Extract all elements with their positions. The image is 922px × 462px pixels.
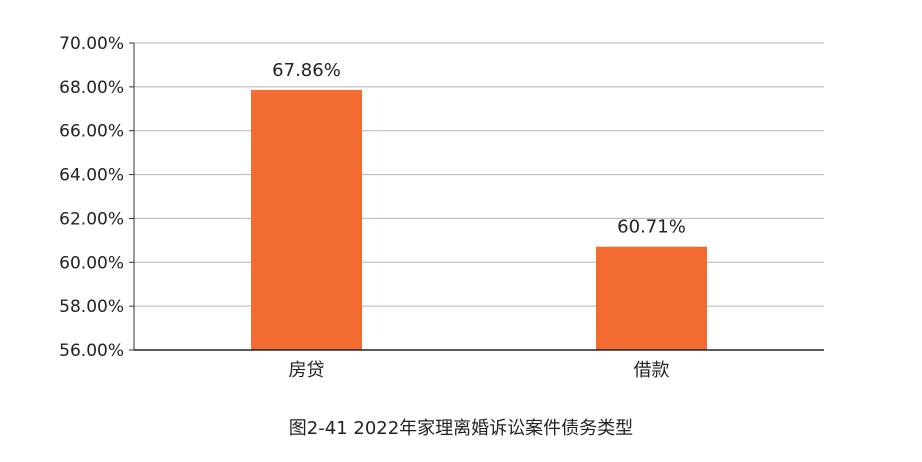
bars: 67.86% 60.71% xyxy=(251,60,707,351)
y-tick-label: 68.00% xyxy=(59,78,124,98)
x-tick-label: 借款 xyxy=(634,360,670,381)
gridlines xyxy=(134,42,824,307)
y-tick-label: 70.00% xyxy=(59,34,124,54)
data-label: 67.86% xyxy=(272,60,341,81)
y-axis: 56.00% 58.00% 60.00% 62.00% 64.00% 66.00% 68.0… xyxy=(59,34,135,361)
bar-chart: 56.00% 58.00% 60.00% 62.00% 64.00% 66.00% 68.0… xyxy=(59,34,824,381)
y-tick-label: 58.00% xyxy=(59,297,124,317)
data-label: 60.71% xyxy=(617,217,686,238)
y-tick-label: 56.00% xyxy=(59,341,124,361)
x-tick-label: 房贷 xyxy=(289,360,325,381)
y-tick-label: 64.00% xyxy=(59,166,124,186)
bar-1 xyxy=(251,89,362,351)
y-tick-label: 66.00% xyxy=(59,122,124,142)
x-axis: 房贷 借款 xyxy=(134,349,824,381)
figure-caption: 图2-41 2022年家理离婚诉讼案件债务类型 xyxy=(288,418,634,439)
bar-2 xyxy=(596,246,707,350)
y-tick-label: 62.00% xyxy=(59,209,124,229)
y-tick-label: 60.00% xyxy=(59,253,124,273)
